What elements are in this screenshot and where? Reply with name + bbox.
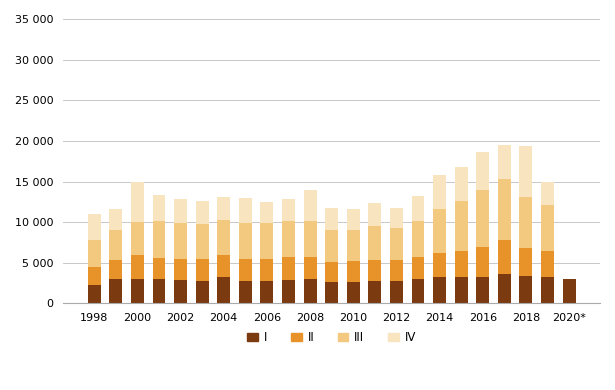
Bar [498, 179, 511, 240]
Bar [433, 253, 446, 277]
Bar [217, 277, 230, 303]
Bar [347, 209, 360, 230]
Bar [347, 261, 360, 282]
Bar [88, 240, 101, 267]
Bar [541, 183, 554, 205]
Bar [325, 208, 338, 230]
Bar [196, 201, 208, 224]
Bar [498, 145, 511, 179]
Bar [411, 279, 424, 303]
Bar [153, 258, 165, 279]
Bar [390, 281, 403, 303]
Bar [541, 205, 554, 252]
Bar [109, 209, 122, 230]
Bar [541, 252, 554, 277]
Bar [88, 214, 101, 240]
Bar [196, 259, 208, 281]
Bar [454, 277, 467, 303]
Bar [260, 202, 274, 223]
Bar [282, 280, 295, 303]
Bar [239, 281, 252, 303]
Bar [325, 230, 338, 262]
Bar [325, 282, 338, 303]
Bar [282, 199, 295, 221]
Bar [454, 201, 467, 252]
Bar [217, 220, 230, 255]
Bar [498, 274, 511, 303]
Bar [476, 277, 490, 303]
Bar [239, 259, 252, 281]
Bar [174, 259, 187, 280]
Bar [260, 223, 274, 259]
Bar [304, 190, 317, 221]
Bar [217, 197, 230, 220]
Bar [520, 146, 533, 197]
Bar [131, 279, 144, 303]
Bar [390, 208, 403, 228]
Bar [368, 226, 381, 260]
Bar [174, 199, 187, 223]
Bar [174, 280, 187, 303]
Bar [368, 260, 381, 281]
Bar [390, 228, 403, 261]
Bar [498, 240, 511, 274]
Bar [347, 282, 360, 303]
Bar [282, 257, 295, 280]
Bar [153, 195, 165, 222]
Bar [476, 152, 490, 190]
Bar [433, 277, 446, 303]
Bar [153, 279, 165, 303]
Bar [239, 198, 252, 223]
Bar [196, 224, 208, 259]
Bar [476, 190, 490, 246]
Bar [260, 281, 274, 303]
Bar [217, 255, 230, 277]
Bar [109, 279, 122, 303]
Bar [520, 276, 533, 303]
Bar [411, 196, 424, 222]
Bar [541, 277, 554, 303]
Bar [239, 223, 252, 259]
Bar [390, 261, 403, 281]
Bar [304, 257, 317, 279]
Bar [88, 267, 101, 285]
Bar [520, 248, 533, 276]
Bar [411, 222, 424, 257]
Bar [131, 255, 144, 279]
Bar [454, 167, 467, 201]
Bar [325, 262, 338, 282]
Bar [476, 246, 490, 277]
Legend: I, II, III, IV: I, II, III, IV [243, 326, 421, 349]
Bar [368, 204, 381, 226]
Bar [109, 260, 122, 279]
Bar [196, 281, 208, 303]
Bar [433, 209, 446, 253]
Bar [260, 259, 274, 281]
Bar [368, 281, 381, 303]
Bar [520, 197, 533, 248]
Bar [131, 181, 144, 222]
Bar [88, 285, 101, 303]
Bar [454, 252, 467, 277]
Bar [153, 222, 165, 258]
Bar [174, 223, 187, 259]
Bar [411, 257, 424, 279]
Bar [563, 279, 576, 303]
Bar [347, 230, 360, 261]
Bar [282, 221, 295, 257]
Bar [109, 230, 122, 260]
Bar [433, 175, 446, 209]
Bar [304, 279, 317, 303]
Bar [304, 221, 317, 257]
Bar [131, 222, 144, 255]
